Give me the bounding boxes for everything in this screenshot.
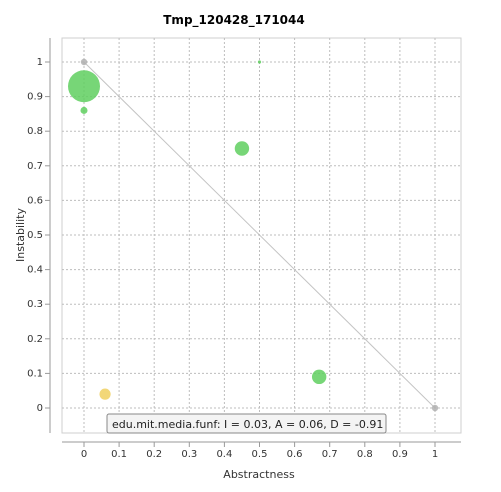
- y-tick-label: 0.1: [27, 368, 43, 379]
- x-tick-label: 0.2: [146, 449, 162, 460]
- data-point[interactable]: [99, 388, 111, 400]
- point-tooltip: edu.mit.media.funf: I = 0.03, A = 0.06, …: [106, 413, 387, 434]
- x-tick-label: 0: [81, 449, 87, 460]
- y-tick-label: 0.9: [27, 92, 43, 103]
- chart-title: Tmp_120428_171044: [163, 13, 304, 28]
- x-tick-label: 0.8: [357, 449, 373, 460]
- y-tick-label: 0.4: [27, 265, 43, 276]
- grid: [62, 38, 461, 433]
- x-tick-label: 0.4: [216, 449, 232, 460]
- x-axis-ticks: 0 0.1 0.2 0.3 0.4 0.5 0.6 0.7 0.8 0.9 1: [81, 442, 438, 460]
- y-axis-ticks: 0 0.1 0.2 0.3 0.4 0.5 0.6 0.7 0.8 0.9 1: [27, 57, 50, 414]
- y-tick-label: 0.7: [27, 161, 43, 172]
- data-point[interactable]: [311, 369, 327, 385]
- x-tick-label: 0.9: [392, 449, 408, 460]
- x-tick-label: 0.7: [322, 449, 338, 460]
- y-tick-label: 0.3: [27, 299, 43, 310]
- tooltip-text: edu.mit.media.funf: I = 0.03, A = 0.06, …: [112, 418, 383, 431]
- y-tick-label: 0.8: [27, 126, 43, 137]
- x-tick-label: 0.6: [287, 449, 303, 460]
- y-tick-label: 0.5: [27, 230, 43, 241]
- data-points: [68, 58, 439, 412]
- y-axis-label: Instability: [14, 208, 27, 262]
- y-tick-label: 0.2: [27, 334, 43, 345]
- y-tick-label: 0: [37, 403, 43, 414]
- data-point[interactable]: [431, 404, 439, 412]
- x-tick-label: 0.3: [181, 449, 197, 460]
- plot-border: [61, 37, 462, 434]
- main-sequence-line: [83, 61, 436, 409]
- data-point[interactable]: [234, 141, 250, 156]
- data-point[interactable]: [80, 106, 88, 114]
- axes-frame: [49, 37, 462, 443]
- data-point[interactable]: [80, 58, 88, 66]
- x-tick-label: 0.1: [111, 449, 127, 460]
- y-tick-label: 0.6: [27, 195, 43, 206]
- x-tick-label: 1: [432, 449, 438, 460]
- data-point[interactable]: [257, 60, 262, 64]
- main-sequence-line-path: [83, 61, 436, 409]
- y-tick-label: 1: [37, 57, 43, 68]
- x-tick-label: 0.5: [252, 449, 268, 460]
- tooltip-box: [106, 413, 387, 434]
- data-point[interactable]: [68, 70, 100, 103]
- x-axis-label: Abstractness: [223, 468, 295, 481]
